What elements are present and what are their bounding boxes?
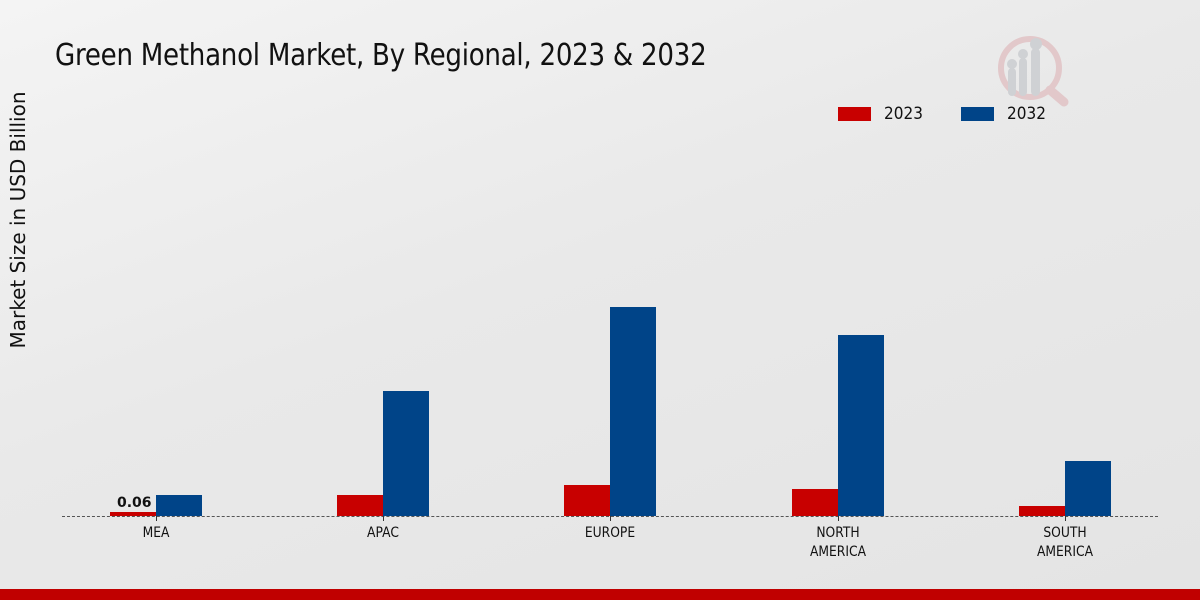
legend-swatch-2023	[838, 107, 871, 121]
bar-mea-2032[interactable]	[156, 495, 202, 516]
bar-mea-2023[interactable]	[110, 512, 156, 516]
chart-title: Green Methanol Market, By Regional, 2023…	[55, 38, 707, 73]
x-axis-tick	[1065, 516, 1066, 521]
x-axis-label: SOUTH AMERICA	[1036, 525, 1094, 560]
magnifier-bar-chart-logo-icon	[998, 36, 1069, 107]
bar-europe-2023[interactable]	[564, 485, 610, 516]
bar-apac-2032[interactable]	[383, 391, 429, 516]
footer-accent-bar	[0, 589, 1200, 600]
chart-legend: 2023 2032	[838, 104, 1085, 124]
bar-south-america-2032[interactable]	[1065, 461, 1111, 516]
bar-north-america-2032[interactable]	[838, 335, 884, 516]
legend-label: 2032	[1007, 104, 1047, 124]
x-axis-label: APAC	[367, 525, 399, 541]
x-axis-label: MEA	[142, 525, 170, 541]
x-axis-label: EUROPE	[584, 525, 636, 541]
x-axis-tick	[838, 516, 839, 521]
x-axis-tick	[610, 516, 611, 521]
bar-south-america-2023[interactable]	[1019, 506, 1065, 516]
bar-europe-2032[interactable]	[610, 307, 656, 516]
legend-swatch-2032	[961, 107, 995, 121]
x-axis-tick	[383, 516, 384, 521]
x-axis-label: NORTH AMERICA	[809, 525, 867, 560]
data-label-mea-2023: 0.06	[117, 495, 152, 511]
bar-apac-2023[interactable]	[337, 495, 383, 516]
legend-item-2023[interactable]: 2023	[838, 104, 927, 124]
legend-item-2032[interactable]: 2032	[961, 104, 1050, 124]
legend-label: 2023	[884, 104, 923, 124]
x-axis-tick	[156, 516, 157, 521]
bar-north-america-2023[interactable]	[792, 489, 838, 516]
